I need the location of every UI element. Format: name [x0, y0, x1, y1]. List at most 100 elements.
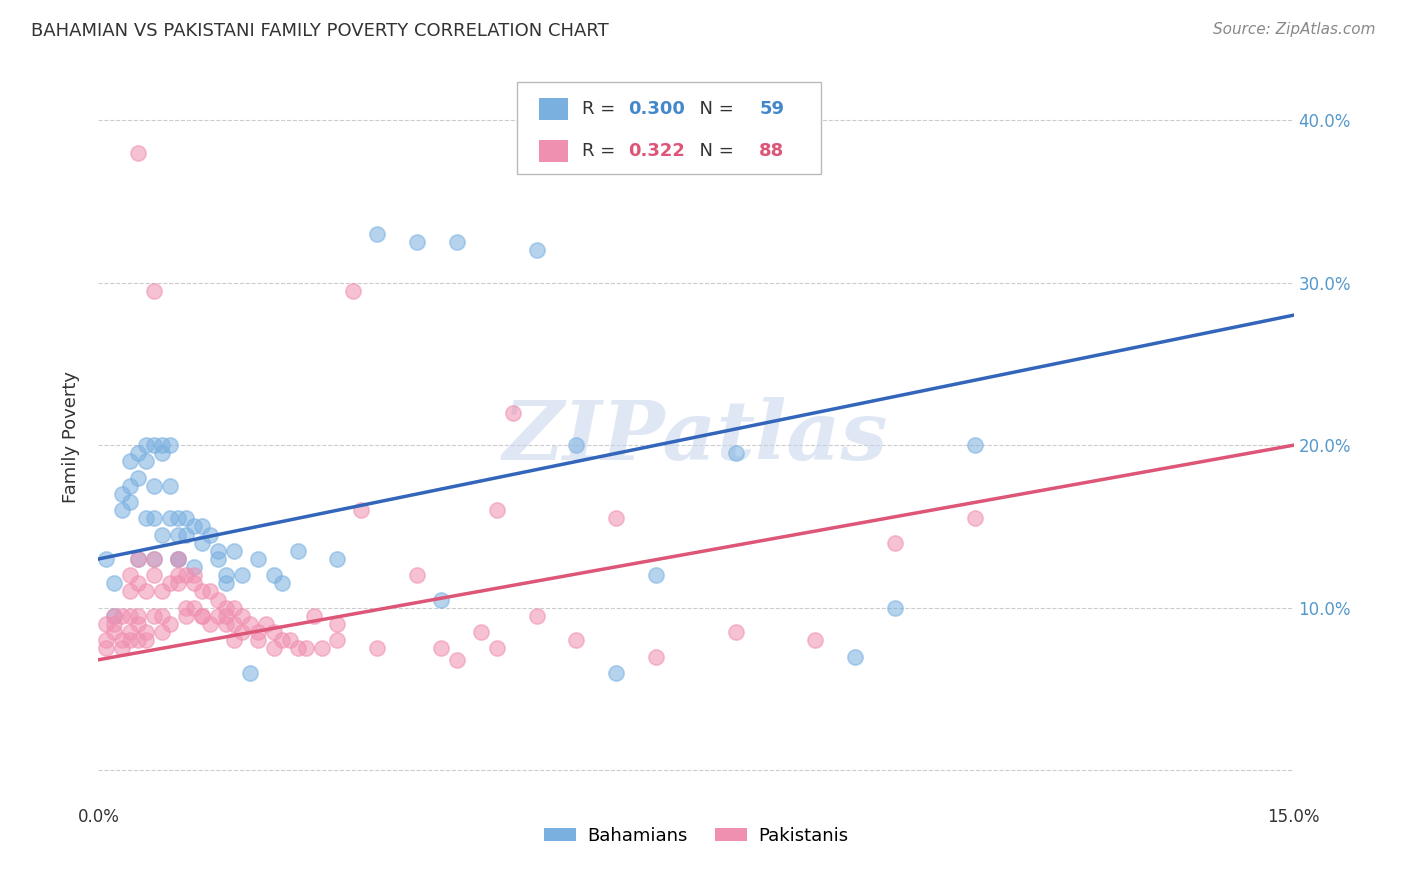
Point — [502, 406, 524, 420]
Point — [111, 487, 134, 501]
Point — [198, 584, 221, 599]
Point — [446, 235, 468, 249]
Point — [263, 641, 285, 656]
Point — [645, 649, 668, 664]
Point — [174, 527, 197, 541]
Point — [191, 608, 214, 623]
Point — [963, 511, 986, 525]
Point — [430, 641, 453, 656]
Point — [485, 641, 508, 656]
Point — [127, 633, 149, 648]
Point — [143, 552, 166, 566]
Point — [150, 438, 173, 452]
Text: N =: N = — [688, 100, 740, 118]
Point — [844, 649, 866, 664]
Point — [103, 608, 125, 623]
Point — [207, 592, 229, 607]
Point — [120, 479, 142, 493]
Point — [127, 552, 149, 566]
Point — [127, 608, 149, 623]
Point — [191, 535, 214, 549]
Point — [143, 479, 166, 493]
Point — [804, 633, 827, 648]
Point — [239, 665, 262, 680]
Y-axis label: Family Poverty: Family Poverty — [62, 371, 80, 503]
Point — [159, 438, 181, 452]
Point — [183, 519, 205, 533]
Point — [120, 495, 142, 509]
Point — [120, 633, 142, 648]
Point — [174, 511, 197, 525]
Text: 88: 88 — [759, 142, 785, 160]
Point — [174, 600, 197, 615]
Point — [198, 617, 221, 632]
Point — [526, 608, 548, 623]
Point — [565, 438, 588, 452]
Point — [167, 552, 190, 566]
Point — [191, 608, 214, 623]
Point — [246, 625, 269, 640]
Point — [231, 625, 253, 640]
Point — [150, 608, 173, 623]
Point — [485, 503, 508, 517]
Point — [96, 641, 118, 656]
Point — [120, 608, 142, 623]
Point — [302, 608, 325, 623]
Point — [215, 576, 238, 591]
Point — [167, 568, 190, 582]
Point — [231, 608, 253, 623]
FancyBboxPatch shape — [540, 140, 568, 161]
Point — [254, 617, 277, 632]
Point — [311, 641, 333, 656]
Point — [366, 227, 388, 241]
Point — [207, 544, 229, 558]
Point — [167, 527, 190, 541]
Point — [350, 503, 373, 517]
Point — [150, 584, 173, 599]
FancyBboxPatch shape — [517, 82, 821, 174]
Point — [167, 511, 190, 525]
Point — [103, 608, 125, 623]
Point — [963, 438, 986, 452]
Point — [127, 576, 149, 591]
Point — [191, 584, 214, 599]
Point — [215, 568, 238, 582]
Point — [278, 633, 301, 648]
Point — [111, 633, 134, 648]
Point — [263, 568, 285, 582]
Text: R =: R = — [582, 100, 621, 118]
Point — [326, 633, 349, 648]
Point — [135, 584, 157, 599]
Point — [430, 592, 453, 607]
Point — [143, 608, 166, 623]
Point — [724, 446, 747, 460]
Point — [294, 641, 316, 656]
Point — [135, 625, 157, 640]
Point — [167, 576, 190, 591]
Point — [174, 568, 197, 582]
Point — [326, 552, 349, 566]
Point — [222, 544, 245, 558]
Point — [239, 617, 262, 632]
Point — [103, 625, 125, 640]
Text: R =: R = — [582, 142, 621, 160]
Point — [111, 503, 134, 517]
Point — [96, 633, 118, 648]
Point — [143, 438, 166, 452]
Point — [135, 454, 157, 468]
Point — [96, 617, 118, 632]
Point — [287, 544, 309, 558]
Point — [143, 568, 166, 582]
Point — [135, 438, 157, 452]
Text: BAHAMIAN VS PAKISTANI FAMILY POVERTY CORRELATION CHART: BAHAMIAN VS PAKISTANI FAMILY POVERTY COR… — [31, 22, 609, 40]
Point — [207, 552, 229, 566]
Point — [183, 600, 205, 615]
Text: 0.300: 0.300 — [628, 100, 685, 118]
Text: 0.322: 0.322 — [628, 142, 685, 160]
Text: N =: N = — [688, 142, 740, 160]
Point — [159, 511, 181, 525]
Point — [215, 600, 238, 615]
Point — [143, 552, 166, 566]
Point — [127, 446, 149, 460]
Point — [565, 633, 588, 648]
